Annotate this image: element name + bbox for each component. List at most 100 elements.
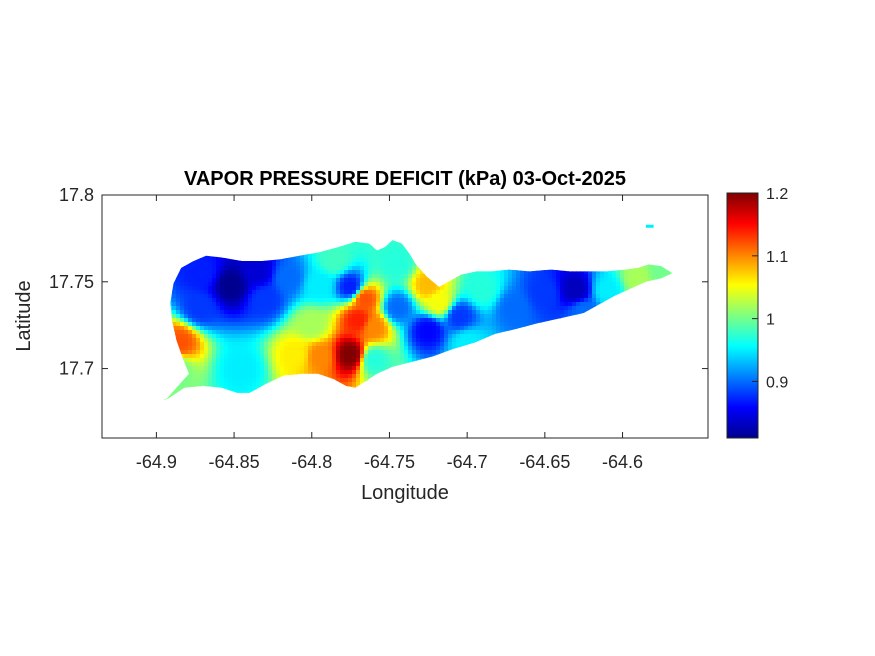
heat-cell: [392, 322, 397, 327]
heat-cell: [464, 298, 469, 303]
heat-cell: [556, 314, 561, 319]
heat-cell: [236, 330, 241, 335]
heat-cell: [496, 318, 501, 323]
heat-cell: [432, 310, 437, 315]
heat-cell: [196, 330, 201, 335]
heat-cell: [404, 346, 409, 351]
heat-cell: [376, 342, 381, 347]
heat-cell: [536, 270, 541, 275]
heat-cell: [200, 374, 205, 379]
heat-cell: [580, 274, 585, 279]
heat-cell: [436, 322, 441, 327]
heat-cell: [364, 358, 369, 363]
heat-cell: [392, 342, 397, 347]
heat-cell: [232, 286, 237, 291]
heat-cell: [544, 310, 549, 315]
heat-cell: [636, 278, 641, 283]
heat-cell: [416, 342, 421, 347]
heat-cell: [260, 326, 265, 331]
heat-cell: [388, 250, 393, 255]
heat-cell: [416, 278, 421, 283]
heat-cell: [420, 306, 425, 311]
heat-cell: [188, 262, 193, 267]
heat-cell: [200, 274, 205, 279]
heat-cell: [524, 314, 529, 319]
heat-cell: [188, 282, 193, 287]
heat-cell: [504, 270, 509, 275]
heat-cell: [316, 298, 321, 303]
heat-cell: [272, 318, 277, 323]
heat-cell: [392, 354, 397, 359]
heat-cell: [280, 278, 285, 283]
heat-cell: [412, 278, 417, 283]
heat-cell: [576, 282, 581, 287]
heat-cell: [188, 266, 193, 271]
heat-cell: [192, 322, 197, 327]
heat-cell: [196, 318, 201, 323]
heat-cell: [324, 310, 329, 315]
heat-cell: [564, 306, 569, 311]
heat-cell: [532, 310, 537, 315]
heat-cell: [220, 378, 225, 383]
heat-cell: [200, 298, 205, 303]
heat-cell: [336, 250, 341, 255]
heat-cell: [212, 262, 217, 267]
heat-cell: [216, 342, 221, 347]
heat-cell: [492, 270, 497, 275]
heat-cell: [428, 338, 433, 343]
heat-cell: [348, 382, 353, 387]
heat-cell: [308, 346, 313, 351]
heat-cell: [328, 346, 333, 351]
heat-cell: [596, 286, 601, 291]
heat-cell: [488, 286, 493, 291]
heat-cell: [368, 362, 373, 367]
heat-cell: [424, 318, 429, 323]
heat-cell: [532, 306, 537, 311]
heat-cell: [420, 342, 425, 347]
heat-cell: [336, 254, 341, 259]
heat-cell: [344, 374, 349, 379]
heat-cell: [380, 254, 385, 259]
heat-cell: [568, 302, 573, 307]
heat-cell: [224, 374, 229, 379]
heat-cell: [444, 286, 449, 291]
heat-cell: [612, 274, 617, 279]
heat-cell: [468, 338, 473, 343]
heat-cell: [568, 286, 573, 291]
heat-cell: [236, 354, 241, 359]
heat-cell: [596, 274, 601, 279]
heat-cell: [320, 338, 325, 343]
heat-cell: [292, 262, 297, 267]
heat-cell: [196, 266, 201, 271]
heat-cell: [532, 282, 537, 287]
heat-cell: [520, 314, 525, 319]
heat-cell: [484, 334, 489, 339]
heat-cell: [272, 366, 277, 371]
heat-cell: [428, 278, 433, 283]
heat-cell: [224, 342, 229, 347]
heat-cell: [292, 294, 297, 299]
heat-cell: [188, 310, 193, 315]
heat-cell: [196, 338, 201, 343]
heat-cell: [232, 338, 237, 343]
heat-cell: [532, 294, 537, 299]
heat-cell: [572, 306, 577, 311]
heat-cell: [208, 294, 213, 299]
heat-cell: [488, 330, 493, 335]
heat-cell: [372, 338, 377, 343]
heat-cell: [192, 314, 197, 319]
heat-cell: [576, 310, 581, 315]
heat-cell: [352, 318, 357, 323]
heat-cell: [372, 262, 377, 267]
heat-cell: [316, 266, 321, 271]
heat-cell: [272, 370, 277, 375]
heat-cell: [308, 314, 313, 319]
heat-cell: [324, 326, 329, 331]
heat-cell: [232, 342, 237, 347]
heat-cell: [452, 338, 457, 343]
heat-cell: [296, 314, 301, 319]
heat-cell: [396, 302, 401, 307]
heat-cell: [640, 278, 645, 283]
heat-cell: [248, 282, 253, 287]
heat-cell: [368, 278, 373, 283]
